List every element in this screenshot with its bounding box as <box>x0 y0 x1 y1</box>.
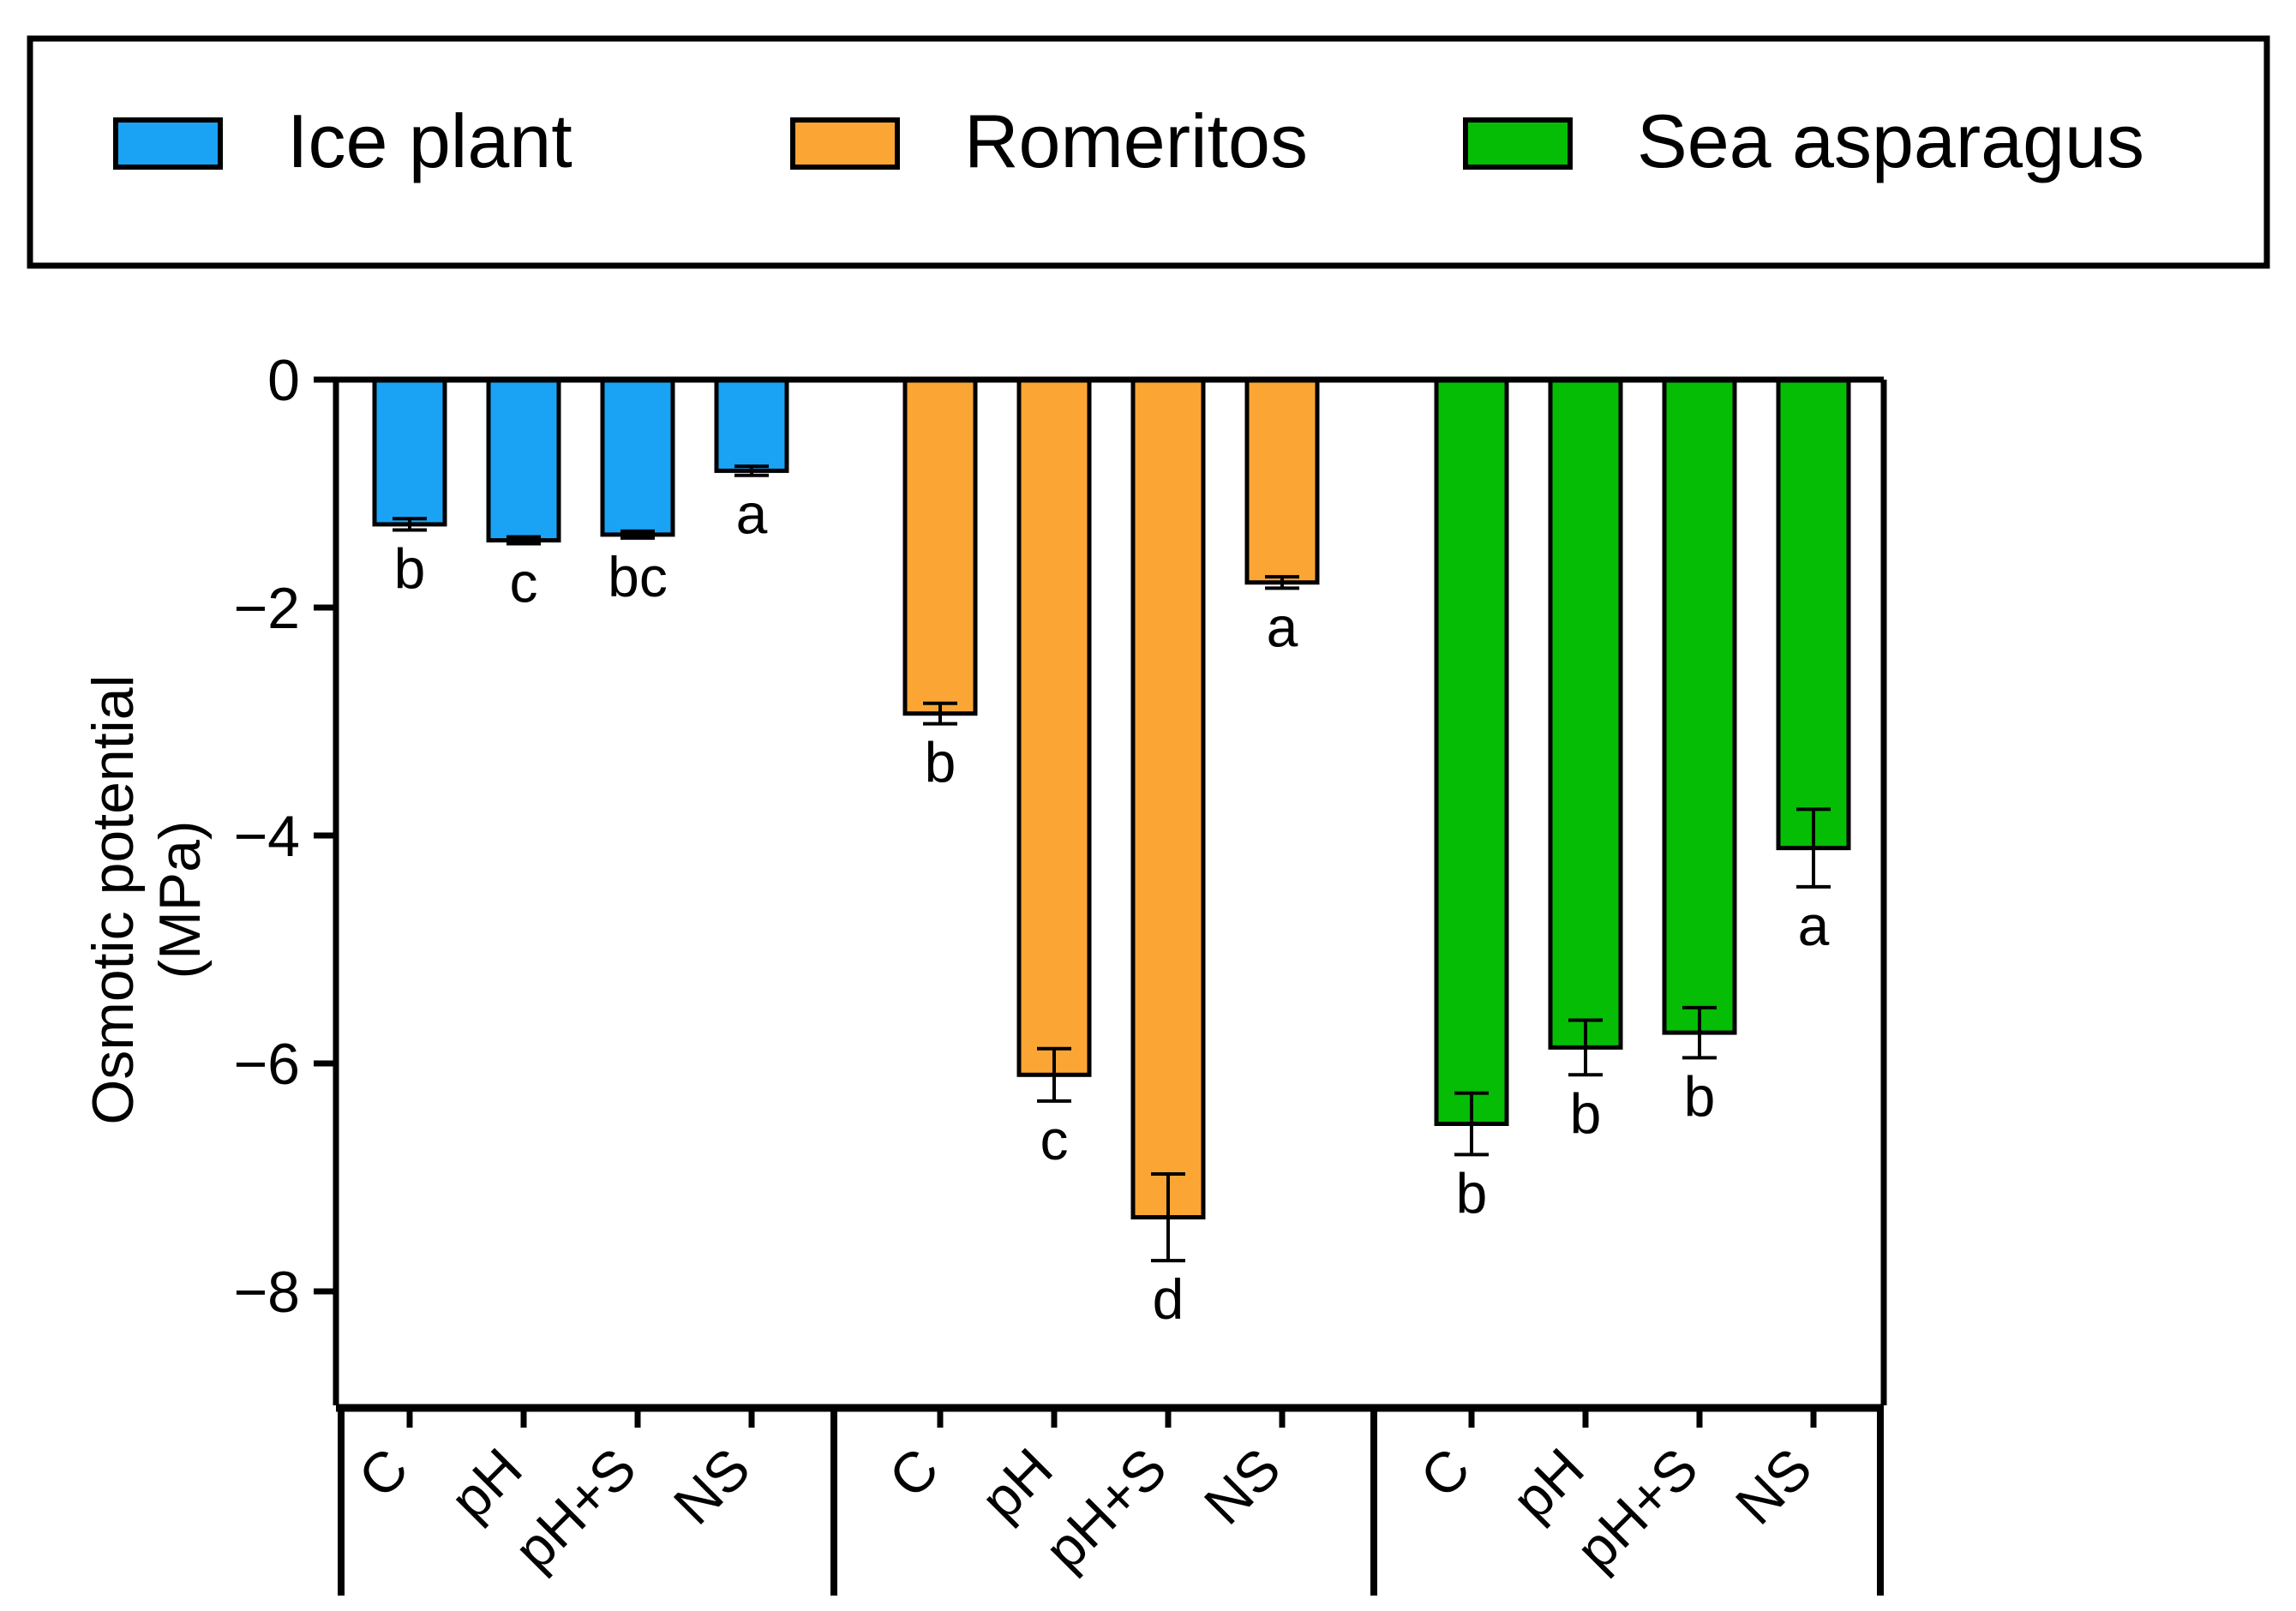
bar-ice-plant-c <box>372 377 447 527</box>
legend-swatch-3 <box>1463 117 1573 170</box>
y-axis-label-line-1: Osmotic potential <box>81 674 146 1124</box>
x-tick-label: pH+S <box>1564 1436 1710 1582</box>
bar-sea-asparagus-c <box>1434 377 1509 1126</box>
x-tick-label: pH <box>1500 1436 1596 1532</box>
significance-letter: c <box>510 551 538 614</box>
y-tick-label: −2 <box>233 576 300 641</box>
bar-sea-asparagus-ph+s <box>1662 377 1737 1035</box>
significance-letter: bc <box>608 545 668 608</box>
bars <box>372 377 1851 1220</box>
bar-romeritos-ph+s <box>1130 377 1206 1220</box>
chart-legend: Ice plant Romeritos Sea asparagus <box>27 35 2270 269</box>
bar-romeritos-c <box>902 377 978 716</box>
x-tick-label: pH+S <box>1033 1436 1178 1582</box>
x-tick-label: NS <box>662 1436 762 1536</box>
significance-letter: c <box>1040 1108 1069 1171</box>
y-tick-label: −4 <box>233 804 300 869</box>
x-tick-label: pH <box>438 1436 534 1532</box>
x-tick-label: NS <box>1192 1436 1292 1536</box>
legend-box <box>27 35 2270 269</box>
y-tick-label: −8 <box>233 1260 300 1325</box>
significance-letter: a <box>736 482 768 546</box>
x-tick-label: pH <box>968 1436 1064 1532</box>
bar-sea-asparagus-ns <box>1776 377 1851 851</box>
legend-entries: Ice plant Romeritos Sea asparagus <box>113 99 2144 183</box>
y-axis-label-line-2: (MPa) <box>147 820 213 979</box>
bar-ice-plant-ph+s <box>600 377 675 537</box>
y-axis-label: Osmotic potential(MPa) <box>81 674 213 1124</box>
significance-letter: d <box>1153 1267 1184 1331</box>
bar-sea-asparagus-ph <box>1548 377 1623 1050</box>
x-tick-label: C <box>1408 1436 1482 1510</box>
y-axis: 0 −2 −4 −6 −8 <box>233 348 336 1325</box>
significance-letter: b <box>1684 1064 1716 1128</box>
x-tick-label: C <box>346 1436 420 1510</box>
legend-label-3: Sea asparagus <box>1637 99 2144 183</box>
y-tick-label: −6 <box>233 1032 300 1097</box>
x-tick-label: C <box>877 1436 950 1510</box>
plot-frame <box>333 376 1887 1405</box>
bar-romeritos-ph <box>1016 377 1092 1077</box>
bar-ice-plant-ph <box>486 377 561 543</box>
error-bars <box>393 464 1831 1263</box>
significance-letter: b <box>394 537 426 601</box>
significance-letter: a <box>1267 595 1298 658</box>
legend-label-1: Ice plant <box>287 99 573 183</box>
x-tick-label: NS <box>1723 1436 1824 1536</box>
significance-letter: b <box>1456 1161 1488 1225</box>
legend-label-2: Romeritos <box>964 99 1308 183</box>
bar-romeritos-ns <box>1244 377 1320 585</box>
significance-letter: a <box>1798 894 1830 957</box>
significance-letter: b <box>1570 1081 1602 1145</box>
x-tick-label: pH+S <box>502 1436 648 1582</box>
y-tick-label: 0 <box>267 348 300 413</box>
legend-swatch-1 <box>113 117 223 170</box>
bar-ice-plant-ns <box>714 377 789 473</box>
significance-letter: b <box>925 731 956 794</box>
legend-swatch-2 <box>790 117 900 170</box>
